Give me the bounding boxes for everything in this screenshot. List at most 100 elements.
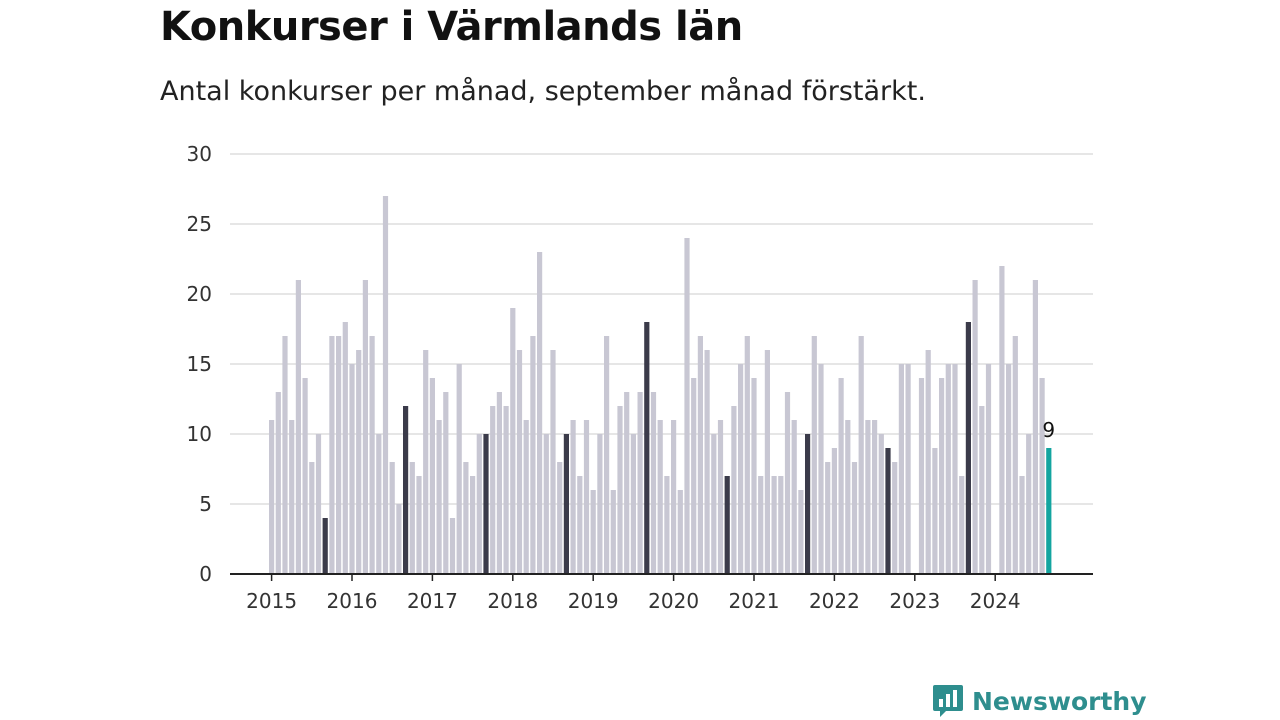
brand-name: Newsworthy <box>972 686 1147 716</box>
y-tick-label: 5 <box>199 492 212 516</box>
bar <box>704 350 710 574</box>
latest-value-label: 9 <box>1042 418 1055 442</box>
bar <box>429 378 435 574</box>
bar <box>650 392 657 574</box>
bar <box>865 420 871 574</box>
bar <box>939 378 945 574</box>
bar <box>711 434 717 574</box>
bar <box>872 420 878 574</box>
bar <box>811 336 817 574</box>
bar <box>825 462 831 574</box>
bar <box>965 322 971 574</box>
bar <box>892 462 898 574</box>
x-tick-label: 2022 <box>809 589 860 613</box>
bar <box>269 420 275 574</box>
bar <box>610 490 616 574</box>
bar <box>657 420 663 574</box>
x-tick-label: 2024 <box>970 589 1021 613</box>
bar <box>456 364 462 574</box>
bar <box>630 434 636 574</box>
bar <box>905 364 911 574</box>
bar <box>322 518 328 574</box>
bar <box>784 392 791 574</box>
bar <box>1046 448 1052 574</box>
bar <box>898 364 904 574</box>
bar <box>470 476 476 574</box>
bar <box>543 434 549 574</box>
bar <box>858 336 864 574</box>
bar <box>624 392 630 574</box>
bar <box>798 490 804 574</box>
y-tick-label: 25 <box>187 212 212 236</box>
y-tick-label: 30 <box>187 142 212 166</box>
bar <box>1039 378 1045 574</box>
bar <box>999 266 1005 574</box>
bar <box>396 504 402 574</box>
bar <box>329 336 335 574</box>
x-tick-label: 2017 <box>407 589 458 613</box>
bar <box>604 336 610 574</box>
bar <box>302 378 308 574</box>
bar <box>523 420 529 574</box>
bar <box>925 350 931 574</box>
bar <box>771 476 777 574</box>
bar <box>805 434 811 574</box>
bar <box>349 364 355 574</box>
x-tick-label: 2015 <box>246 589 297 613</box>
bar <box>309 462 315 574</box>
bar <box>851 462 858 574</box>
chart-title: Konkurser i Värmlands län <box>160 4 743 50</box>
newsworthy-logo-icon <box>933 685 963 717</box>
bar <box>952 364 958 574</box>
bar <box>570 420 576 574</box>
bar <box>791 420 797 574</box>
bar <box>818 364 824 574</box>
bar <box>483 434 489 574</box>
bar <box>275 392 281 574</box>
y-tick-label: 0 <box>199 562 212 586</box>
bar <box>516 350 523 574</box>
bar <box>436 420 442 574</box>
bar <box>496 392 502 574</box>
bar <box>476 434 482 574</box>
x-tick-label: 2023 <box>889 589 940 613</box>
bar <box>295 280 301 574</box>
bar <box>717 420 724 574</box>
bar <box>336 336 342 574</box>
bar <box>637 392 643 574</box>
y-tick-label: 20 <box>187 282 212 306</box>
bar <box>342 322 348 574</box>
bar <box>490 406 496 574</box>
axes: 0 5 10 15 20 25 30 9 2015 2016 2017 2018 2019 2020 202… <box>187 142 1093 613</box>
bar <box>503 406 509 574</box>
bar <box>557 462 563 574</box>
bar <box>684 238 690 574</box>
y-tick-label: 15 <box>187 352 212 376</box>
bar <box>778 476 784 574</box>
bar <box>1032 280 1038 574</box>
bar <box>764 350 770 574</box>
newsworthy-logo[interactable]: Newsworthy <box>932 683 1147 719</box>
bar <box>550 350 556 574</box>
bar <box>577 476 583 574</box>
bar <box>416 476 422 574</box>
bar <box>664 476 670 574</box>
bar <box>885 448 891 574</box>
y-tick-label: 10 <box>187 422 212 446</box>
bar <box>389 462 395 574</box>
bar <box>537 252 543 574</box>
bar <box>369 336 375 574</box>
bar <box>724 476 730 574</box>
bar <box>282 336 288 574</box>
bar <box>671 420 677 574</box>
bar <box>918 378 925 574</box>
x-tick-label: 2020 <box>648 589 699 613</box>
bar <box>443 392 449 574</box>
bar <box>1019 476 1025 574</box>
bar <box>945 364 951 574</box>
bar <box>838 378 844 574</box>
bar <box>530 336 536 574</box>
bar <box>403 406 409 574</box>
bar <box>590 490 596 574</box>
